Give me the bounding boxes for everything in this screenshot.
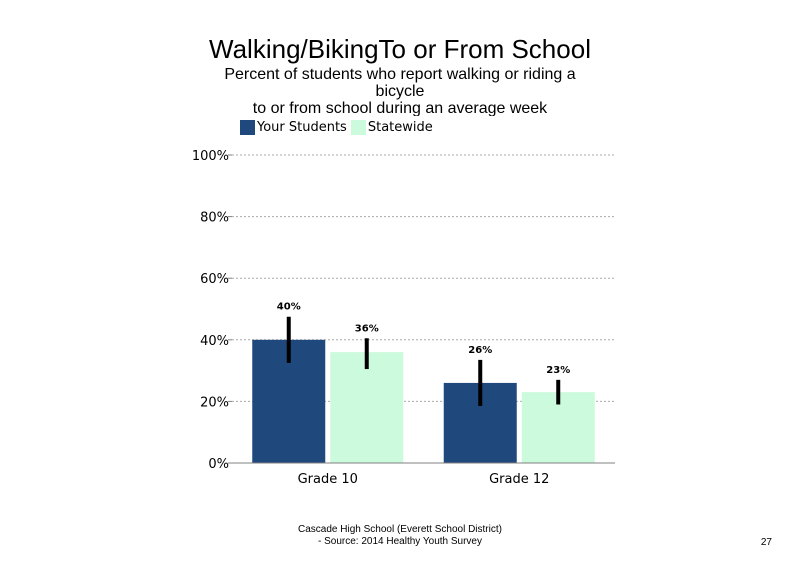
footer-school: Cascade High School (Everett School Dist… — [298, 524, 502, 535]
page-number: 27 — [760, 537, 772, 548]
legend-item-your-students: Your Students — [240, 119, 347, 135]
y-tick-label: 20% — [200, 395, 229, 410]
legend-label-your-students: Your Students — [257, 119, 347, 135]
data-label: 36% — [355, 323, 379, 334]
footer-source: - Source: 2014 Healthy Youth Survey — [318, 536, 482, 547]
y-tick-label: 80% — [200, 211, 229, 226]
x-tick-label: Grade 12 — [489, 472, 549, 487]
y-tick-label: 100% — [192, 149, 229, 164]
data-label: 23% — [546, 365, 570, 376]
legend-item-statewide: Statewide — [350, 119, 433, 135]
legend-swatch-statewide — [350, 119, 366, 135]
subtitle-line-2: bicycle — [375, 83, 425, 100]
legend-swatch-your-students — [240, 119, 255, 135]
chart-title: Walking/BikingTo or From School — [209, 34, 591, 64]
data-label: 26% — [468, 345, 492, 356]
y-tick-label: 40% — [200, 334, 229, 349]
subtitle-line-3: to or from school during an average week — [252, 100, 548, 116]
footer: Cascade High School (Everett School Dist… — [0, 524, 800, 548]
y-tick-label: 0% — [208, 457, 229, 472]
chart-legend: Your Students Statewide — [240, 118, 437, 136]
x-tick-label: Grade 10 — [298, 472, 358, 487]
bar — [330, 352, 404, 463]
data-label: 40% — [277, 302, 301, 313]
chart-subtitle: Percent of students who report walking o… — [200, 66, 600, 116]
y-tick-label: 60% — [200, 272, 229, 287]
subtitle-line-1: Percent of students who report walking o… — [224, 66, 576, 83]
legend-label-statewide: Statewide — [367, 119, 433, 135]
